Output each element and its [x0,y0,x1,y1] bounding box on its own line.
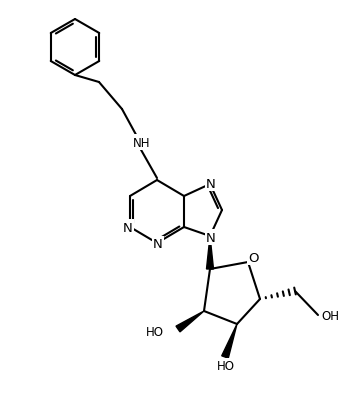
Text: N: N [206,231,216,244]
Text: N: N [123,221,133,234]
Text: OH: OH [321,310,339,323]
Text: HO: HO [217,360,235,373]
Polygon shape [176,311,204,332]
Polygon shape [222,324,237,358]
Text: O: O [249,251,259,264]
Text: NH: NH [133,136,151,149]
Polygon shape [207,237,214,269]
Text: HO: HO [146,325,164,338]
Text: N: N [206,177,216,190]
Text: N: N [153,238,163,251]
